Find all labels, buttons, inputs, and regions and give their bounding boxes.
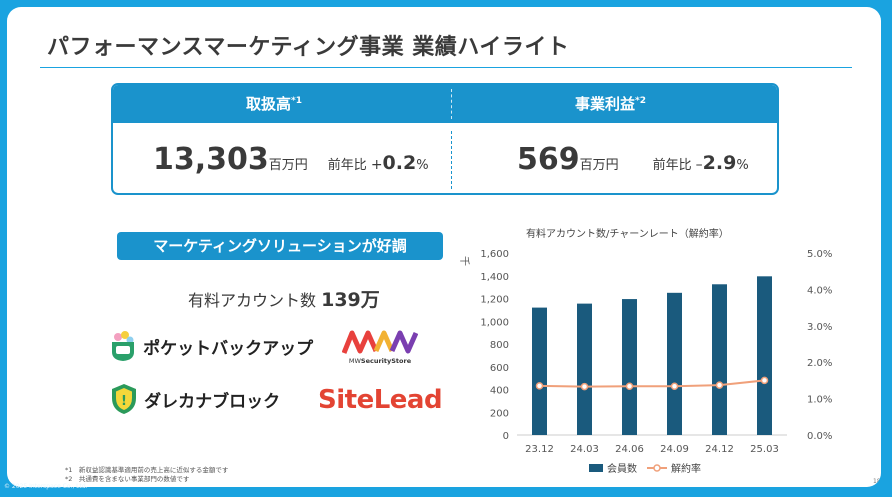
- y-left-tick: 1,400: [480, 272, 509, 283]
- churn-line: [539, 379, 765, 388]
- darekana-block-logo: ! ダレカナブロック: [111, 383, 280, 415]
- churn-point: [625, 382, 634, 390]
- kpi-left-value: 13,303百万円 前年比 +0.2%: [153, 142, 429, 177]
- page-number: 18: [873, 478, 881, 485]
- y-left-tick: 600: [490, 363, 509, 374]
- sitelead-logo: SiteLead: [318, 385, 443, 415]
- bar-accounts: [532, 307, 547, 435]
- y-left-tick: 1,600: [480, 249, 509, 260]
- y-left-unit: 千: [458, 256, 470, 266]
- solution-tag: マーケティングソリューションが好調: [117, 232, 443, 260]
- legend-line-marker: [653, 464, 661, 472]
- y-right-tick: 1.0%: [807, 395, 832, 406]
- kpi-right-value: 569百万円 前年比 –2.9%: [517, 142, 749, 177]
- pocket-backup-icon: [112, 331, 134, 361]
- y-right-tick: 4.0%: [807, 285, 832, 296]
- chart-title: 有料アカウント数/チャーンレート（解約率）: [526, 229, 729, 240]
- churn-point: [760, 376, 769, 385]
- churn-point: [535, 382, 544, 390]
- footnote-1: *1 新収益認識基準適用前の売上高に近似する金額です: [65, 466, 229, 474]
- y-left-tick: 400: [490, 386, 509, 397]
- x-tick-label: 24.06: [615, 444, 644, 455]
- x-tick-label: 24.12: [705, 444, 734, 455]
- churn-point: [580, 382, 589, 391]
- bar-accounts: [622, 299, 637, 435]
- x-tick-label: 25.03: [750, 444, 779, 455]
- y-left-tick: 1,000: [480, 317, 509, 328]
- accounts-churn-chart: 0 200 400 600 800 1,000 1,200 1,400 1,600 千 0.0% 1.…: [458, 249, 832, 475]
- footnote-2: *2 共通費を含まない事業部門の数値です: [65, 475, 190, 483]
- slide: パフォーマンスマーケティング事業 業績ハイライト 取扱高*1 事業利益*2 13…: [7, 7, 881, 487]
- page-title: パフォーマンスマーケティング事業 業績ハイライト: [47, 35, 570, 60]
- kpi-body-divider: [451, 131, 452, 189]
- bar-accounts: [577, 303, 592, 435]
- title-divider: [40, 67, 852, 68]
- legend-bar-label: 会員数: [607, 462, 637, 475]
- bar-accounts: [757, 276, 772, 435]
- x-tick-label: 24.09: [660, 444, 689, 455]
- bar-accounts: [667, 292, 682, 435]
- kpi-right-label: 事業利益*2: [575, 95, 646, 113]
- churn-point: [715, 381, 724, 389]
- kpi-header: 取扱高*1 事業利益*2: [113, 85, 777, 123]
- legend-line-label: 解約率: [671, 462, 701, 475]
- y-left-tick: 0: [503, 431, 509, 442]
- svg-text:!: !: [121, 394, 127, 409]
- churn-point: [670, 382, 679, 390]
- shield-phone-icon: !: [112, 384, 136, 414]
- y-right-tick: 3.0%: [807, 322, 832, 333]
- kpi-panel: 取扱高*1 事業利益*2 13,303百万円 前年比 +0.2% 569百万円 前年比…: [111, 83, 779, 195]
- x-tick-label: 23.12: [525, 444, 554, 455]
- pocket-backup-logo: ポケットバックアップ: [110, 330, 313, 362]
- mw-wave-icon: [341, 330, 419, 354]
- legend-bar-swatch: [589, 464, 603, 472]
- paid-accounts: 有料アカウント数 139万: [188, 289, 380, 311]
- y-left-tick: 1,200: [480, 295, 509, 306]
- bar-accounts: [712, 284, 727, 435]
- mw-security-store-logo: MWSecurityStore: [340, 329, 420, 365]
- y-right-tick: 0.0%: [807, 431, 832, 442]
- kpi-header-divider: [451, 89, 452, 119]
- y-left-tick: 200: [490, 408, 509, 419]
- y-left-tick: 800: [490, 340, 509, 351]
- kpi-left-label: 取扱高*1: [246, 95, 302, 113]
- copyright: © 2025 Interspace Co., Ltd.: [4, 483, 88, 490]
- x-tick-label: 24.03: [570, 444, 599, 455]
- y-right-tick: 5.0%: [807, 249, 832, 260]
- y-right-tick: 2.0%: [807, 358, 832, 369]
